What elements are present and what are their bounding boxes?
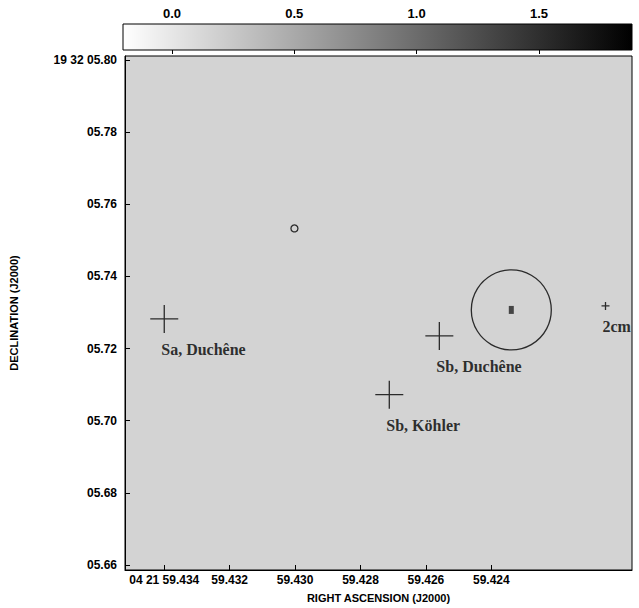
- svg-text:0.0: 0.0: [163, 6, 181, 21]
- svg-text:05.74: 05.74: [87, 269, 117, 283]
- svg-text:Sb, Duchêne: Sb, Duchêne: [436, 358, 521, 375]
- svg-text:05.70: 05.70: [87, 414, 117, 428]
- svg-text:05.72: 05.72: [87, 342, 117, 356]
- svg-text:1.0: 1.0: [408, 6, 426, 21]
- svg-text:1.5: 1.5: [530, 6, 548, 21]
- svg-text:Sb, Köhler: Sb, Köhler: [386, 417, 460, 434]
- svg-text:2cm: 2cm: [603, 318, 632, 335]
- svg-text:RIGHT ASCENSION (J2000): RIGHT ASCENSION (J2000): [307, 592, 451, 604]
- svg-text:19 32 05.80: 19 32 05.80: [54, 53, 118, 67]
- svg-text:59.426: 59.426: [408, 573, 445, 587]
- svg-text:05.76: 05.76: [87, 197, 117, 211]
- svg-text:0.5: 0.5: [285, 6, 303, 21]
- svg-text:59.432: 59.432: [211, 573, 248, 587]
- svg-text:05.68: 05.68: [87, 486, 117, 500]
- svg-text:59.424: 59.424: [473, 573, 510, 587]
- svg-text:05.66: 05.66: [87, 558, 117, 572]
- svg-text:59.430: 59.430: [277, 573, 314, 587]
- svg-text:Sa, Duchêne: Sa, Duchêne: [161, 341, 245, 358]
- svg-text:04 21 59.434: 04 21 59.434: [129, 573, 199, 587]
- svg-text:59.428: 59.428: [342, 573, 379, 587]
- svg-text:DECLINATION (J2000): DECLINATION (J2000): [8, 255, 20, 371]
- svg-text:05.78: 05.78: [87, 125, 117, 139]
